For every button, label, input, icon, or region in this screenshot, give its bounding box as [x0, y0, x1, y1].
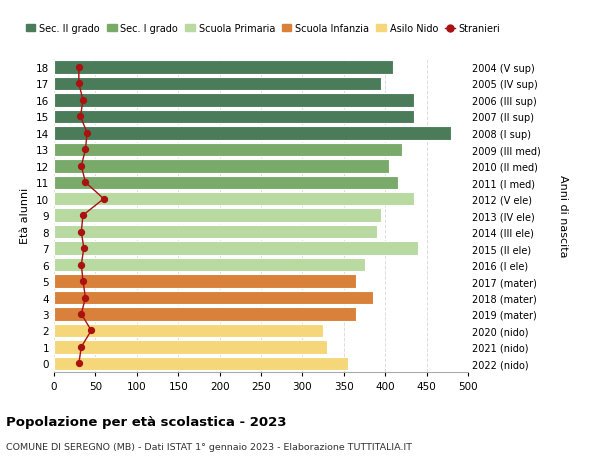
Bar	[54, 341, 327, 354]
Point	[74, 81, 83, 88]
Bar	[54, 357, 348, 370]
Text: Popolazione per età scolastica - 2023: Popolazione per età scolastica - 2023	[6, 415, 287, 428]
Point	[76, 113, 85, 121]
Bar	[54, 308, 356, 321]
Bar	[54, 242, 418, 255]
Bar	[54, 176, 398, 190]
Point	[77, 163, 86, 170]
Point	[79, 245, 89, 252]
Point	[78, 97, 88, 104]
Point	[80, 294, 90, 302]
Point	[77, 343, 86, 351]
Point	[86, 327, 96, 335]
Point	[82, 130, 92, 137]
Legend: Sec. II grado, Sec. I grado, Scuola Primaria, Scuola Infanzia, Asilo Nido, Stran: Sec. II grado, Sec. I grado, Scuola Prim…	[26, 24, 500, 34]
Point	[80, 146, 90, 154]
Point	[77, 311, 86, 318]
Bar	[54, 61, 394, 75]
Bar	[54, 127, 451, 140]
Point	[77, 229, 86, 236]
Bar	[54, 193, 414, 206]
Text: COMUNE DI SEREGNO (MB) - Dati ISTAT 1° gennaio 2023 - Elaborazione TUTTITALIA.IT: COMUNE DI SEREGNO (MB) - Dati ISTAT 1° g…	[6, 442, 412, 451]
Bar	[54, 209, 381, 223]
Point	[80, 179, 90, 186]
Point	[74, 64, 83, 72]
Bar	[54, 258, 365, 272]
Bar	[54, 291, 373, 305]
Point	[78, 278, 88, 285]
Point	[77, 261, 86, 269]
Bar	[54, 160, 389, 173]
Point	[99, 196, 109, 203]
Point	[74, 360, 83, 367]
Y-axis label: Anni di nascita: Anni di nascita	[557, 174, 568, 257]
Bar	[54, 111, 414, 124]
Point	[78, 212, 88, 219]
Bar	[54, 225, 377, 239]
Y-axis label: Età alunni: Età alunni	[20, 188, 31, 244]
Bar	[54, 143, 402, 157]
Bar	[54, 94, 414, 107]
Bar	[54, 274, 356, 288]
Bar	[54, 324, 323, 337]
Bar	[54, 78, 381, 91]
